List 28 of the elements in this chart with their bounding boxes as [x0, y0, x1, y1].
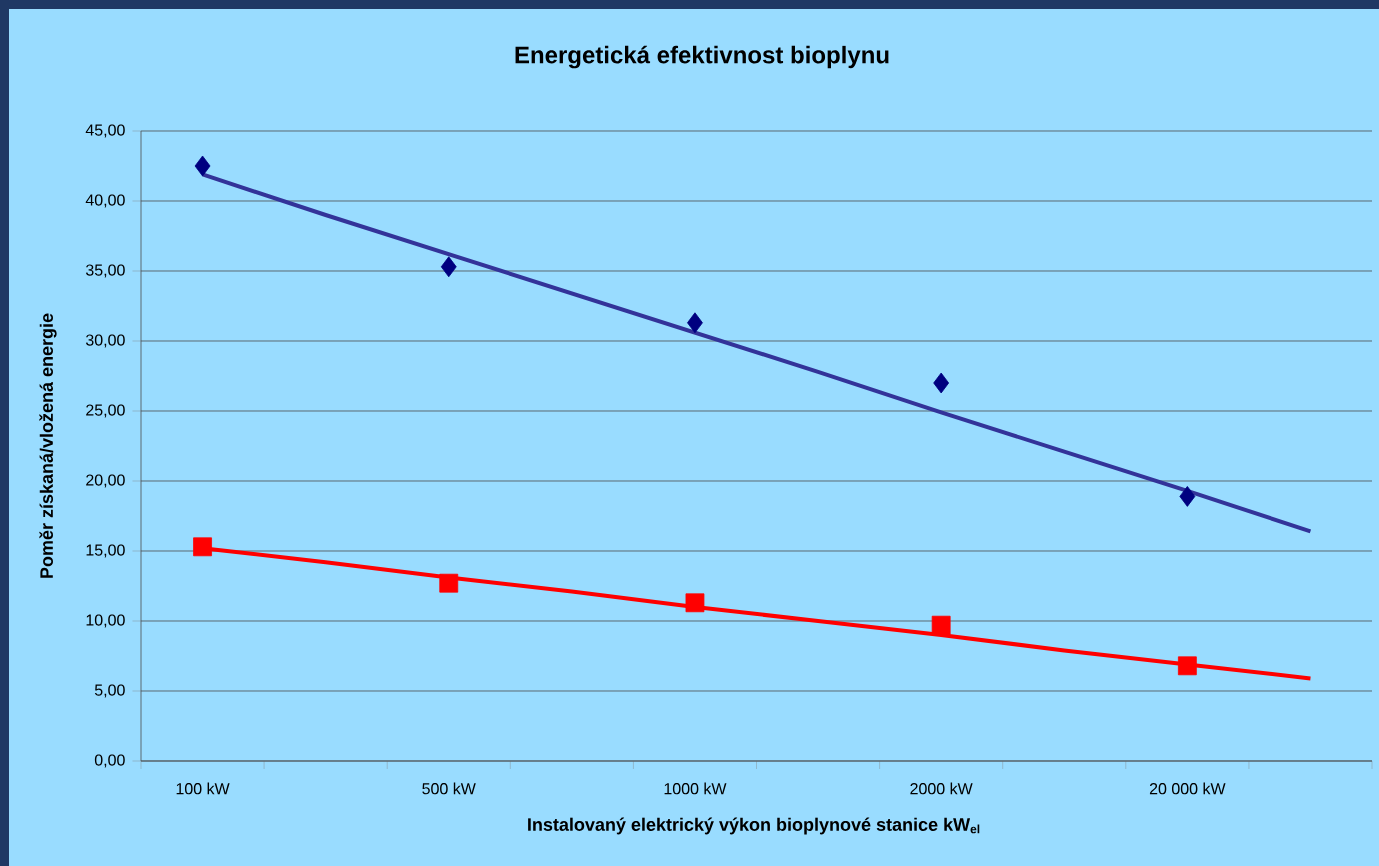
point — [1179, 486, 1196, 507]
y-tick-label: 15,00 — [86, 544, 125, 558]
y-tick-label: 5,00 — [94, 684, 125, 698]
point — [685, 593, 705, 613]
point — [933, 372, 950, 394]
x-tick-label: 1000 kW — [664, 782, 727, 795]
y-tick-label: 20,00 — [86, 474, 125, 488]
x-tick-label: 100 kW — [176, 782, 230, 795]
x-tick-label: 2000 kW — [910, 782, 973, 795]
y-tick-label: 25,00 — [86, 404, 125, 418]
y-tick-label: 30,00 — [85, 334, 125, 348]
point — [1177, 656, 1197, 676]
y-tick-label: 40,00 — [85, 194, 125, 208]
y-tick-label: 10,00 — [86, 614, 125, 628]
point — [687, 312, 703, 334]
x-tick-label: 20 000 kW — [1149, 782, 1226, 795]
point — [931, 615, 951, 635]
point — [193, 537, 212, 557]
y-axis-title: Poměr získaná/vložená energie — [39, 313, 57, 578]
chart-title: Energetická efektivnost bioplynu — [515, 45, 889, 69]
x-axis-title: Instalovaný elektrický výkon bioplynové stanice kW$_{el}$ — [528, 817, 980, 835]
x-tick-label: 500 kW — [422, 782, 476, 795]
point — [439, 573, 459, 593]
y-tick-label: 45,00 — [85, 124, 125, 138]
y-tick-label: 35,00 — [85, 264, 125, 278]
y-tick-label: 0,00 — [94, 754, 125, 768]
point — [440, 256, 457, 278]
point — [194, 155, 211, 177]
